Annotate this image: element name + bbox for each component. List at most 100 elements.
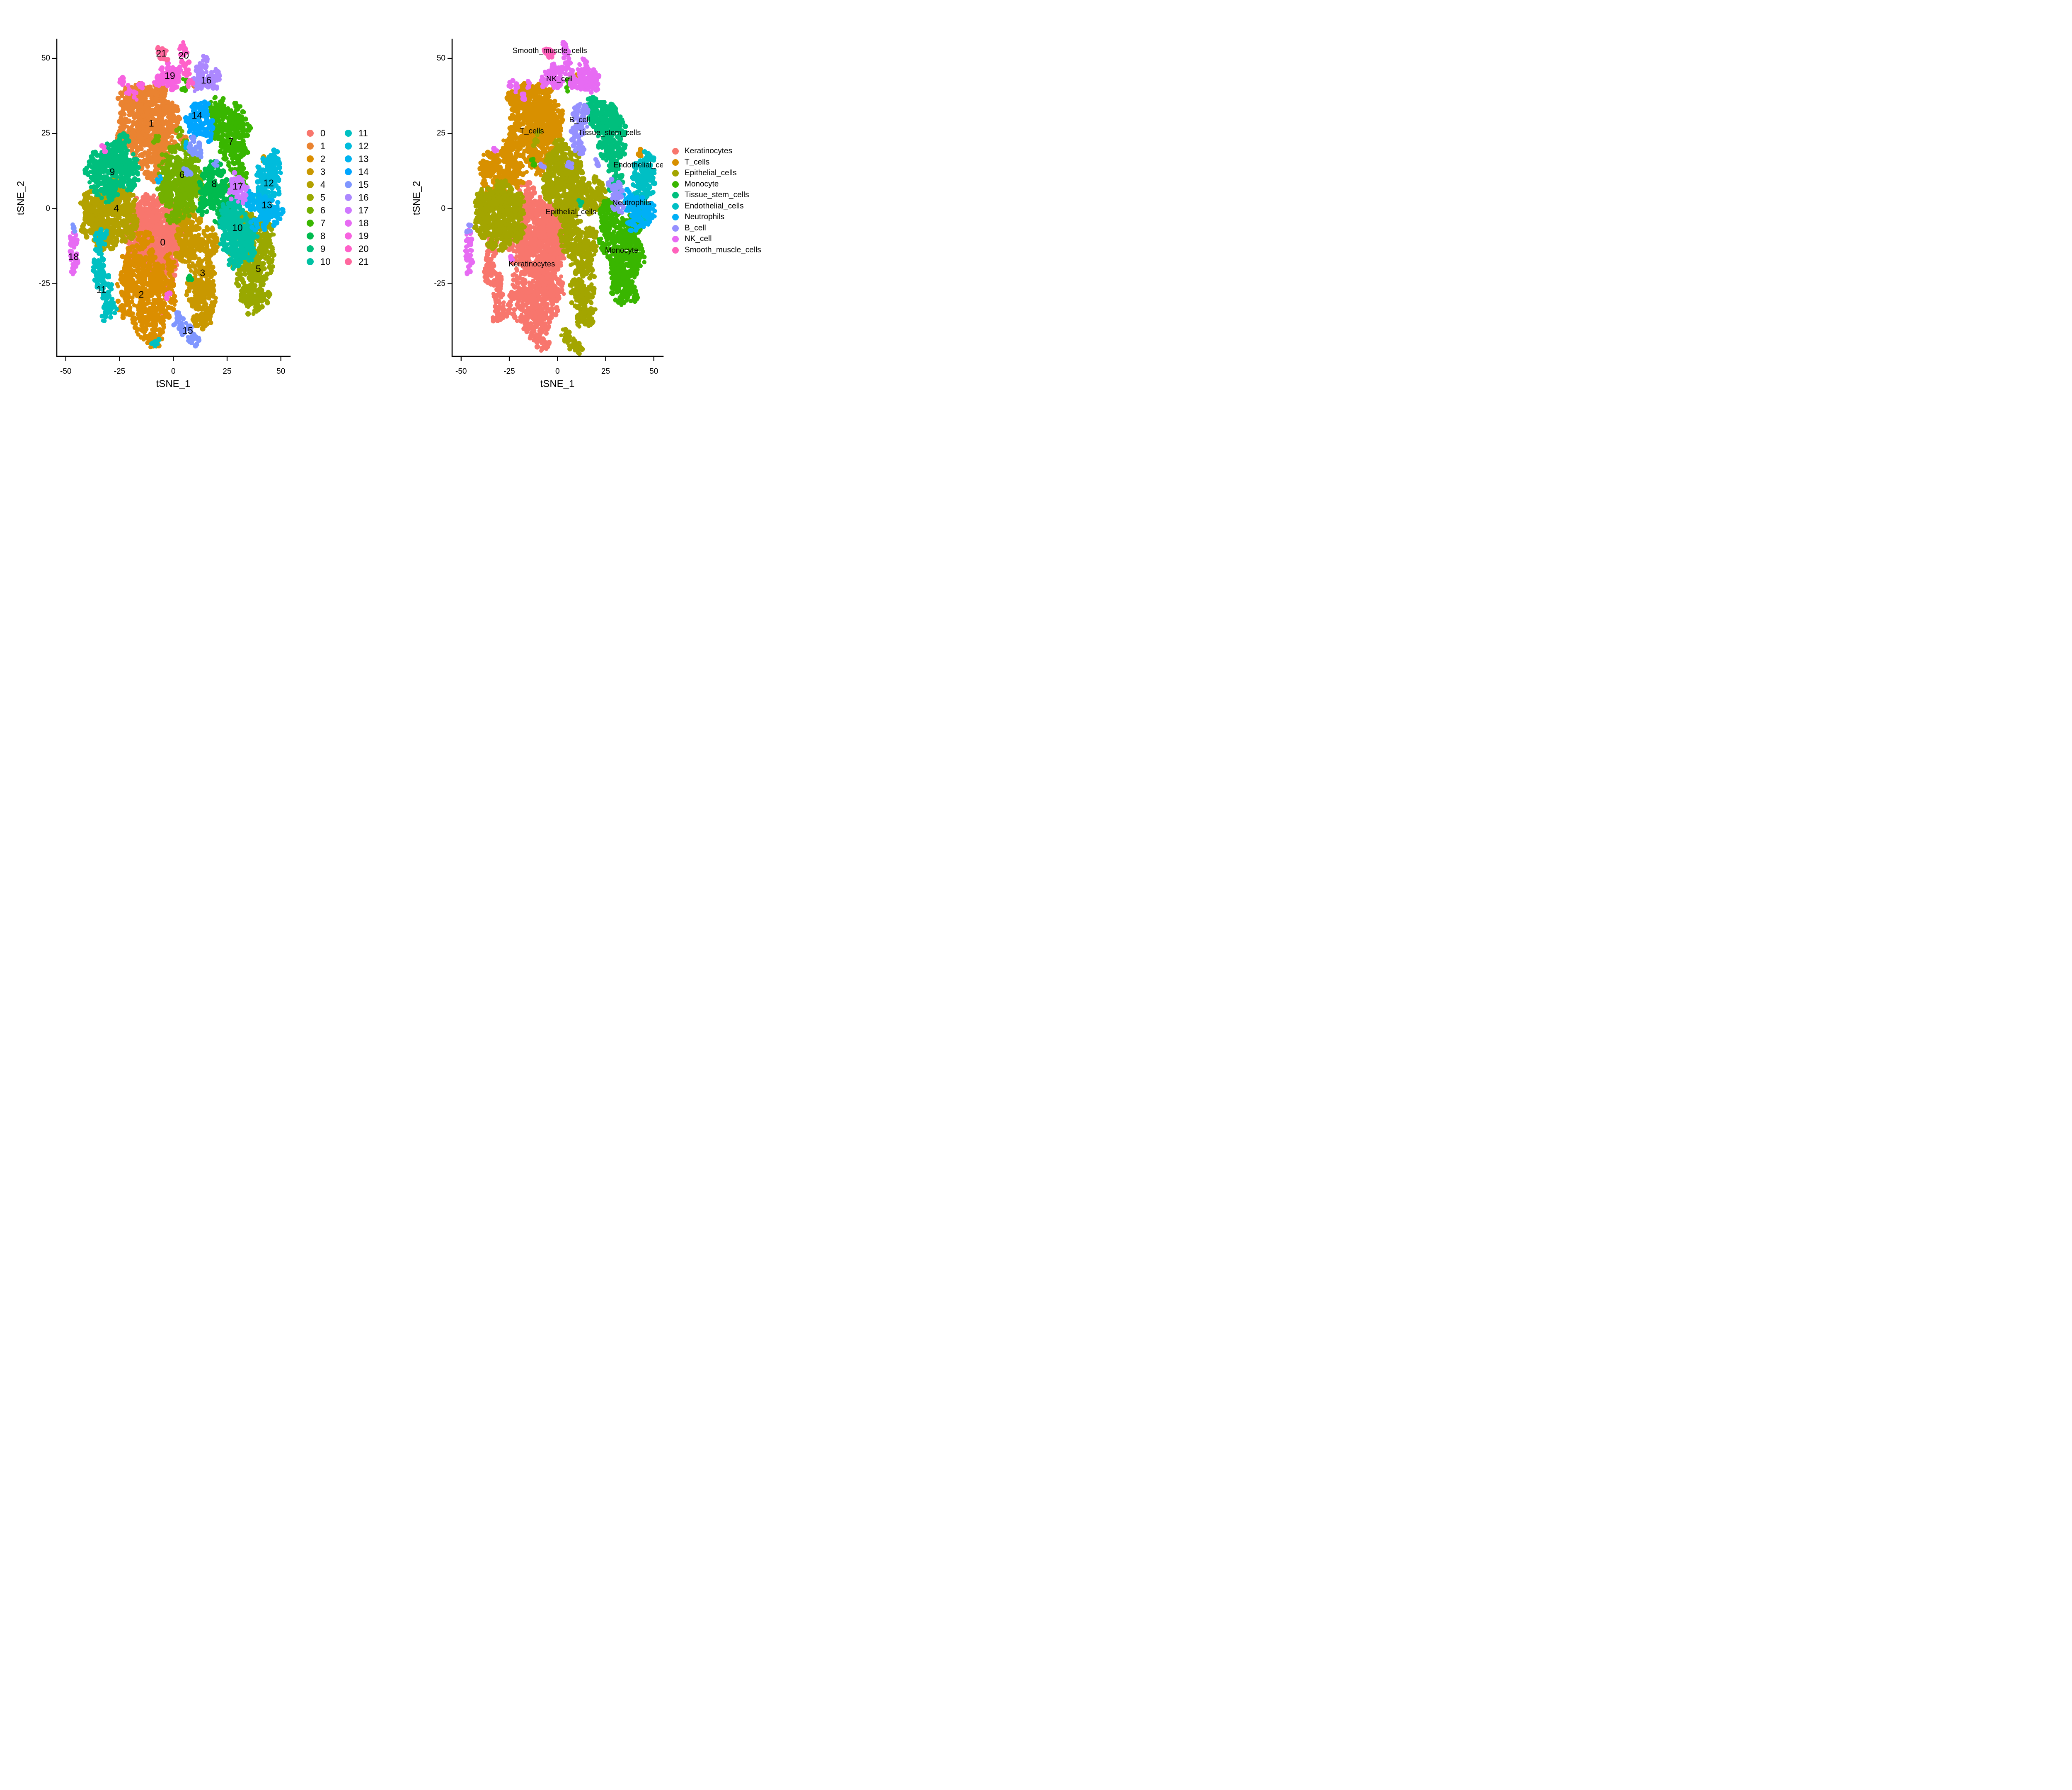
legend-swatch-Smooth_muscle_cells bbox=[672, 247, 679, 254]
legend-label-Monocyte: Monocyte bbox=[685, 179, 719, 189]
legend-swatch-5 bbox=[307, 194, 314, 201]
legend-label-Keratinocytes: Keratinocytes bbox=[685, 147, 733, 155]
legend-label-20: 20 bbox=[358, 243, 369, 254]
legend-item-17: 17 bbox=[345, 205, 368, 216]
legend-swatch-6 bbox=[307, 207, 314, 214]
legend-swatch-Epithelial_cells bbox=[672, 170, 679, 177]
legend-label-7: 7 bbox=[320, 218, 326, 228]
legend-swatch-19 bbox=[345, 232, 352, 239]
legend-item-Smooth_muscle_cells: Smooth_muscle_cells bbox=[672, 246, 761, 255]
cluster-label-16: 16 bbox=[201, 75, 212, 86]
cluster-label-9: 9 bbox=[109, 166, 115, 177]
legend-label-6: 6 bbox=[320, 205, 326, 215]
legend-label-18: 18 bbox=[358, 218, 369, 228]
celltype-label-Keratinocytes: Keratinocytes bbox=[508, 259, 555, 268]
legend-swatch-Monocyte bbox=[672, 181, 679, 188]
cluster-label-15: 15 bbox=[182, 325, 193, 336]
legend-item-1: 1 bbox=[307, 141, 325, 152]
legend-label-8: 8 bbox=[320, 230, 326, 241]
legend-label-2: 2 bbox=[320, 153, 326, 164]
legend-label-12: 12 bbox=[358, 140, 369, 151]
legend-swatch-20 bbox=[345, 245, 352, 252]
legend-label-1: 1 bbox=[320, 140, 326, 151]
legend-swatch-2 bbox=[307, 155, 314, 162]
legend-item-5: 5 bbox=[307, 192, 325, 203]
cluster-label-20: 20 bbox=[178, 50, 189, 61]
celltype-label-B_cell: B_cell bbox=[569, 115, 590, 124]
celltype-label-NK_cell: NK_cell bbox=[546, 74, 573, 83]
cluster-label-1: 1 bbox=[148, 118, 154, 129]
legend-swatch-Keratinocytes bbox=[672, 148, 679, 155]
legend-item-Epithelial_cells: Epithelial_cells bbox=[672, 169, 737, 178]
celltype-label-Monocyte: Monocyte bbox=[605, 245, 639, 254]
legend-label-Smooth_muscle_cells: Smooth_muscle_cells bbox=[685, 245, 761, 254]
celltype-label-Tissue_stem_cells: Tissue_stem_cells bbox=[578, 128, 641, 137]
legend-item-18: 18 bbox=[345, 218, 368, 229]
legend-item-19: 19 bbox=[345, 231, 368, 242]
legend-item-8: 8 bbox=[307, 231, 325, 242]
legend-label-3: 3 bbox=[320, 166, 326, 177]
legend-swatch-10 bbox=[307, 258, 314, 265]
celltype-label-T_cells: T_cells bbox=[520, 126, 544, 135]
legend-label-21: 21 bbox=[358, 256, 369, 267]
legend-swatch-16 bbox=[345, 194, 352, 201]
legend-item-15: 15 bbox=[345, 179, 368, 190]
cluster-label-18: 18 bbox=[68, 251, 79, 262]
cluster-label-17: 17 bbox=[232, 181, 243, 192]
celltype-label-Smooth_muscle_cells: Smooth_muscle_cells bbox=[512, 46, 587, 55]
legend-swatch-7 bbox=[307, 220, 314, 227]
celltype-label-Endothelial_cells: Endothelial_cells bbox=[613, 160, 663, 169]
cluster-label-7: 7 bbox=[228, 136, 234, 147]
legend-label-17: 17 bbox=[358, 205, 369, 215]
legend-label-5: 5 bbox=[320, 192, 326, 203]
legend-item-12: 12 bbox=[345, 141, 368, 152]
legend-swatch-14 bbox=[345, 168, 352, 175]
cluster-label-8: 8 bbox=[211, 178, 217, 189]
legend-label-15: 15 bbox=[358, 179, 369, 190]
legend-item-B_cell: B_cell bbox=[672, 224, 706, 233]
left-y-axis-title: tSNE_2 bbox=[15, 181, 27, 215]
legend-item-9: 9 bbox=[307, 244, 325, 254]
right-tsne-panel: Keratinocytes T_cells Epithelial_cells Mono… bbox=[452, 39, 663, 356]
legend-item-6: 6 bbox=[307, 205, 325, 216]
legend-swatch-17 bbox=[345, 207, 352, 214]
legend-label-0: 0 bbox=[320, 128, 326, 138]
legend-swatch-9 bbox=[307, 245, 314, 252]
cluster-label-14: 14 bbox=[191, 110, 203, 121]
legend-label-Neutrophils: Neutrophils bbox=[685, 213, 725, 221]
legend-item-Tissue_stem_cells: Tissue_stem_cells bbox=[672, 191, 749, 200]
legend-item-11: 11 bbox=[345, 128, 368, 139]
legend-item-16: 16 bbox=[345, 192, 368, 203]
left-tsne-panel: 0 1 2 3 4 5 6 7 8 9 10 11 12 13 14 16 17 18 15 19 20 21 bbox=[57, 39, 290, 356]
celltype-label-Epithelial_cells: Epithelial_cells bbox=[545, 207, 596, 216]
legend-swatch-1 bbox=[307, 143, 314, 150]
legend-label-14: 14 bbox=[358, 166, 369, 177]
legend-swatch-Neutrophils bbox=[672, 214, 679, 220]
legend-label-11: 11 bbox=[358, 128, 368, 138]
legend-swatch-12 bbox=[345, 143, 352, 150]
cluster-label-10: 10 bbox=[232, 222, 243, 233]
legend-item-20: 20 bbox=[345, 244, 368, 254]
legend-swatch-0 bbox=[307, 130, 314, 137]
legend-item-0: 0 bbox=[307, 128, 325, 139]
legend-swatch-NK_cell bbox=[672, 236, 679, 242]
legend-label-Tissue_stem_cells: Tissue_stem_cells bbox=[685, 191, 749, 199]
legend-label-NK_cell: NK_cell bbox=[685, 235, 712, 243]
legend-swatch-18 bbox=[345, 220, 352, 227]
legend-item-4: 4 bbox=[307, 179, 325, 190]
legend-item-3: 3 bbox=[307, 167, 325, 177]
legend-swatch-4 bbox=[307, 181, 314, 188]
celltype-label-Neutrophils: Neutrophils bbox=[612, 198, 651, 207]
legend-swatch-21 bbox=[345, 258, 352, 265]
legend-swatch-3 bbox=[307, 168, 314, 175]
legend-item-21: 21 bbox=[345, 256, 368, 267]
legend-item-2: 2 bbox=[307, 154, 325, 164]
legend-swatch-T_cells bbox=[672, 159, 679, 166]
legend-item-10: 10 bbox=[307, 256, 330, 267]
right-x-axis-title: tSNE_1 bbox=[540, 378, 575, 389]
legend-label-B_cell: B_cell bbox=[685, 223, 706, 232]
cluster-label-19: 19 bbox=[165, 70, 175, 81]
legend-swatch-B_cell bbox=[672, 225, 679, 232]
legend-swatch-Endothelial_cells bbox=[672, 203, 679, 210]
legend-swatch-13 bbox=[345, 155, 352, 162]
